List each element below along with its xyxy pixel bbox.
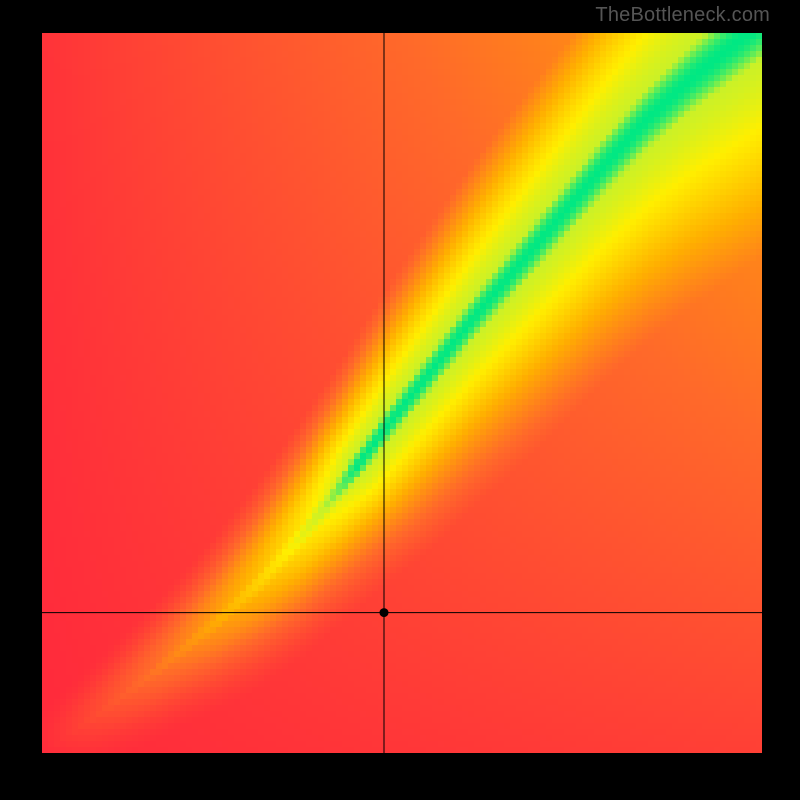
figure-container: TheBottleneck.com: [0, 0, 800, 800]
heatmap-plot: [42, 33, 762, 753]
heatmap-canvas: [42, 33, 762, 753]
attribution-text: TheBottleneck.com: [595, 4, 770, 27]
